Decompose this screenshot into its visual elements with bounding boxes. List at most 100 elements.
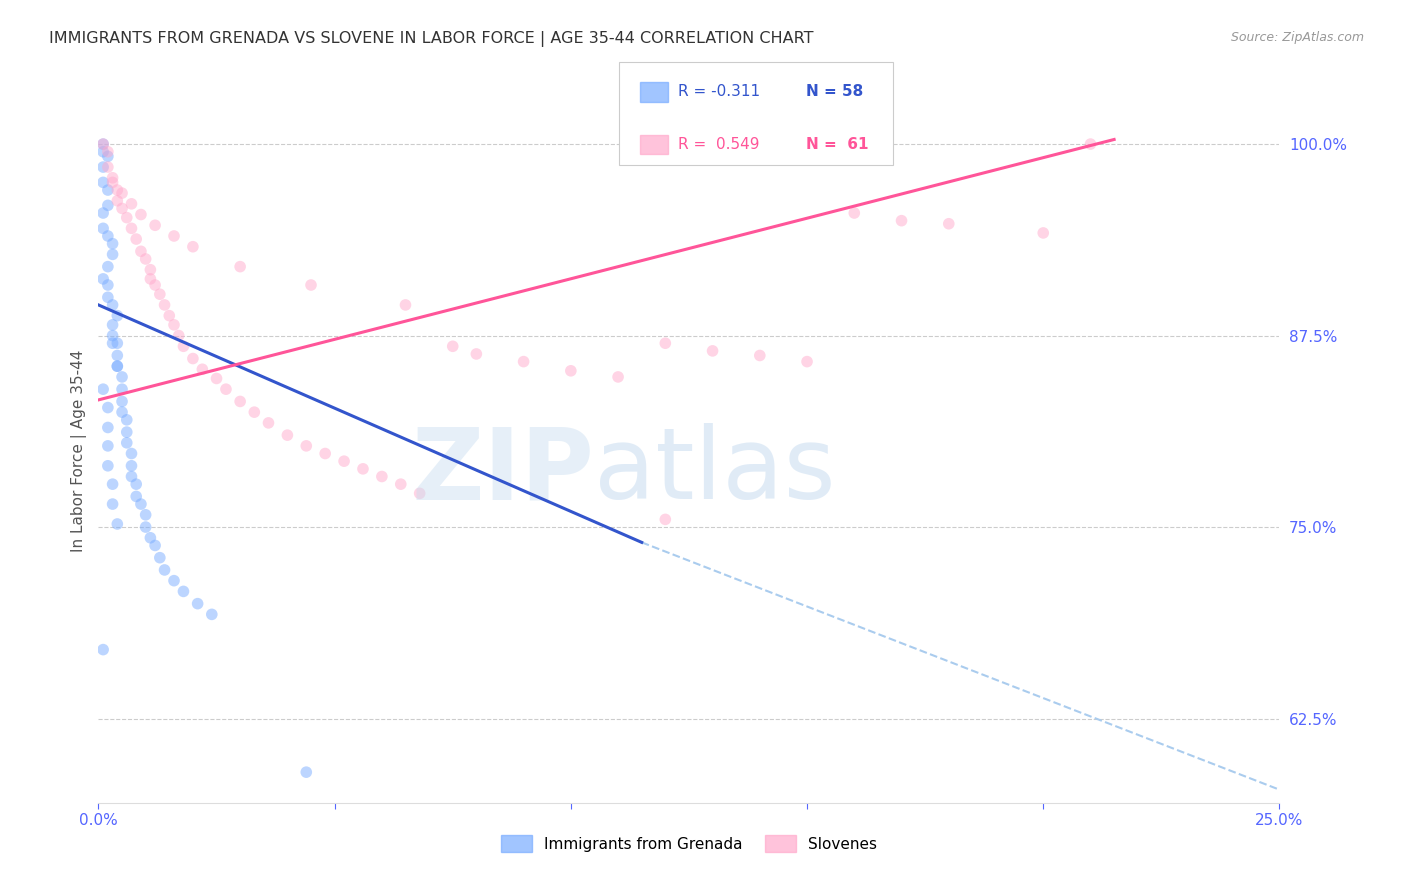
Point xyxy=(135,508,157,522)
Point xyxy=(101,318,124,332)
Point xyxy=(97,260,120,274)
Point xyxy=(91,642,114,657)
Point xyxy=(91,272,114,286)
Point xyxy=(201,607,224,622)
Point xyxy=(105,183,128,197)
Point xyxy=(371,469,394,483)
Point xyxy=(167,328,190,343)
Point xyxy=(352,462,374,476)
Point xyxy=(143,538,166,552)
Point xyxy=(105,359,128,374)
Point xyxy=(163,574,186,588)
Point xyxy=(1080,137,1102,152)
Point xyxy=(115,435,138,450)
Point xyxy=(91,175,114,189)
Point xyxy=(153,298,176,312)
Point xyxy=(101,236,124,251)
Point xyxy=(101,497,124,511)
Point xyxy=(97,198,120,212)
Point xyxy=(465,347,488,361)
Point xyxy=(125,232,148,246)
Point xyxy=(91,137,114,152)
Y-axis label: In Labor Force | Age 35-44: In Labor Force | Age 35-44 xyxy=(72,350,87,551)
Point xyxy=(163,229,186,244)
Point xyxy=(163,318,186,332)
Point xyxy=(101,328,124,343)
Point xyxy=(389,477,412,491)
Point xyxy=(129,497,152,511)
Point xyxy=(181,351,204,366)
Point xyxy=(229,394,252,409)
Point xyxy=(560,364,582,378)
Point xyxy=(105,516,128,531)
Text: R = -0.311: R = -0.311 xyxy=(678,85,759,99)
Point xyxy=(101,298,124,312)
Text: R =  0.549: R = 0.549 xyxy=(678,137,759,152)
Point xyxy=(91,137,114,152)
Point xyxy=(91,145,114,159)
Point xyxy=(890,213,912,227)
Point xyxy=(101,336,124,351)
Point xyxy=(97,420,120,434)
Point xyxy=(1032,226,1054,240)
Point xyxy=(111,405,134,419)
Point xyxy=(153,563,176,577)
Point xyxy=(243,405,266,419)
Point xyxy=(105,349,128,363)
Point xyxy=(135,520,157,534)
Point xyxy=(97,439,120,453)
Point xyxy=(139,531,162,545)
Point xyxy=(97,183,120,197)
Point xyxy=(111,370,134,384)
Point xyxy=(215,382,238,396)
Point xyxy=(101,175,124,189)
Point xyxy=(97,145,120,159)
Point xyxy=(139,272,162,286)
Point xyxy=(181,240,204,254)
Point xyxy=(115,413,138,427)
Point xyxy=(125,477,148,491)
Point xyxy=(512,354,534,368)
Point xyxy=(844,206,866,220)
Point xyxy=(191,362,214,376)
Point xyxy=(97,278,120,293)
Point xyxy=(101,170,124,185)
Point xyxy=(121,221,143,235)
Point xyxy=(101,477,124,491)
Text: IMMIGRANTS FROM GRENADA VS SLOVENE IN LABOR FORCE | AGE 35-44 CORRELATION CHART: IMMIGRANTS FROM GRENADA VS SLOVENE IN LA… xyxy=(49,31,814,47)
Text: ZIP: ZIP xyxy=(412,423,595,520)
Point xyxy=(654,512,676,526)
Point xyxy=(748,349,770,363)
Point xyxy=(299,278,322,293)
Point xyxy=(229,260,252,274)
Point xyxy=(111,186,134,200)
Legend: Immigrants from Grenada, Slovenes: Immigrants from Grenada, Slovenes xyxy=(495,829,883,859)
Text: atlas: atlas xyxy=(595,423,837,520)
Point xyxy=(97,458,120,473)
Point xyxy=(276,428,298,442)
Point xyxy=(172,339,194,353)
Point xyxy=(938,217,960,231)
Point xyxy=(796,354,818,368)
Point xyxy=(441,339,464,353)
Point xyxy=(115,425,138,439)
Point xyxy=(111,394,134,409)
Point xyxy=(257,416,280,430)
Point xyxy=(129,244,152,259)
Point xyxy=(91,160,114,174)
Point xyxy=(139,262,162,277)
Point xyxy=(408,486,430,500)
Point xyxy=(149,550,172,565)
Text: N =  61: N = 61 xyxy=(806,137,868,152)
Point xyxy=(205,371,228,385)
Point xyxy=(97,401,120,415)
Point xyxy=(135,252,157,266)
Point xyxy=(105,309,128,323)
Point xyxy=(115,211,138,225)
Point xyxy=(607,370,630,384)
Point xyxy=(121,469,143,483)
Point xyxy=(101,247,124,261)
Point xyxy=(333,454,356,468)
Point xyxy=(105,359,128,374)
Point xyxy=(97,149,120,163)
